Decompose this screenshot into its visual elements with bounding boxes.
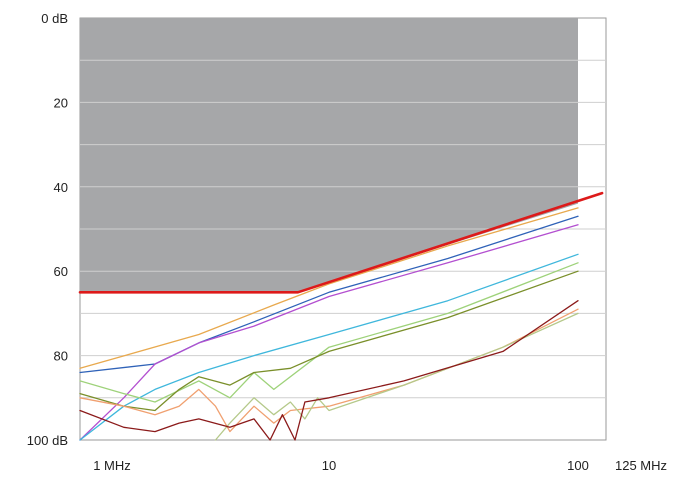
x-tick-label: 100 xyxy=(567,458,589,473)
series-line xyxy=(79,224,579,441)
series-line xyxy=(79,262,579,403)
series-line xyxy=(79,207,579,369)
y-tick-labels: 0 dB 20 40 60 80 100 dB xyxy=(27,11,68,448)
x-tick-labels: 1 MHz 10 100 125 MHz xyxy=(93,458,667,473)
y-tick-label: 80 xyxy=(54,349,68,364)
y-tick-label: 0 dB xyxy=(41,11,68,26)
series-line xyxy=(79,270,579,412)
x-tick-label: 10 xyxy=(322,458,336,473)
series-line xyxy=(79,308,579,433)
x-tick-label: 125 MHz xyxy=(615,458,667,473)
x-tick-label: 1 MHz xyxy=(93,458,131,473)
y-tick-label: 40 xyxy=(54,180,68,195)
y-tick-label: 60 xyxy=(54,264,68,279)
series-line xyxy=(214,312,579,441)
series-layer xyxy=(78,191,604,441)
shaded-region xyxy=(80,18,578,293)
series-line xyxy=(78,191,604,294)
series-line xyxy=(79,253,579,441)
y-tick-label: 20 xyxy=(54,95,68,110)
y-tick-label: 100 dB xyxy=(27,433,68,448)
series-line xyxy=(79,300,579,441)
grid-lines xyxy=(80,59,606,399)
